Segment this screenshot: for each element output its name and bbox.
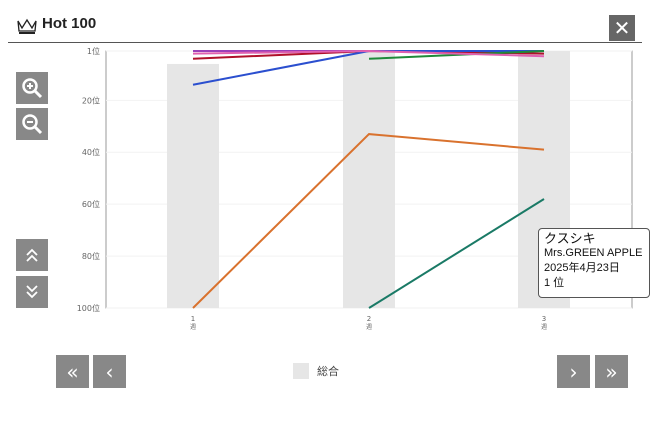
close-icon: ✕ (613, 16, 631, 40)
chevron-left-icon: ‹ (105, 359, 114, 384)
bar-sogo (167, 63, 219, 308)
page-title: Hot 100 (42, 15, 97, 32)
chevron-right-icon: › (569, 359, 578, 384)
tooltip-song: クスシキ (544, 231, 596, 246)
double-chevron-right-icon: » (605, 359, 618, 384)
double-chevron-left-icon: « (66, 359, 79, 384)
tooltip-date: 2025年4月23日 (544, 262, 620, 274)
scroll-down-button[interactable] (16, 276, 48, 308)
y-tick-label: 100位 (77, 303, 100, 313)
first-page-button[interactable]: « (56, 355, 89, 388)
legend-swatch (293, 363, 309, 379)
bar-sogo (343, 51, 395, 308)
zoom-in-button[interactable] (16, 72, 48, 104)
series-line-6 (368, 198, 545, 309)
scroll-up-button[interactable] (16, 239, 48, 271)
close-button[interactable]: ✕ (609, 15, 635, 41)
prev-page-button[interactable]: ‹ (93, 355, 126, 388)
crown-icon (17, 18, 37, 34)
y-tick-label: 20位 (82, 95, 100, 105)
double-chevron-down-icon (26, 285, 38, 299)
x-tick-unit: 週 (366, 323, 372, 331)
legend-label: 総合 (317, 365, 339, 378)
header: Hot 100 ✕ (8, 8, 642, 43)
next-page-button[interactable]: › (557, 355, 590, 388)
zoom-out-icon (22, 114, 43, 135)
series-line-4 (192, 49, 545, 58)
tooltip-rank: 1 位 (544, 277, 565, 289)
x-tick-label: 1 (191, 315, 195, 323)
y-tick-label: 1位 (87, 46, 100, 56)
series-line-3 (368, 50, 545, 60)
x-tick-label: 3 (542, 315, 546, 323)
tooltip-artist: Mrs.GREEN APPLE (544, 247, 643, 259)
zoom-out-button[interactable] (16, 108, 48, 140)
y-tick-label: 40位 (82, 147, 100, 157)
double-chevron-up-icon (26, 248, 38, 262)
zoom-in-icon (22, 78, 43, 99)
chart-tooltip: クスシキ Mrs.GREEN APPLE 2025年4月23日 1 位 (538, 228, 650, 298)
x-tick-unit: 週 (190, 323, 196, 331)
y-tick-label: 60位 (82, 199, 100, 209)
y-tick-label: 80位 (82, 251, 100, 261)
x-tick-label: 2 (367, 315, 371, 323)
last-page-button[interactable]: » (595, 355, 628, 388)
legend: 総合 (293, 363, 339, 379)
series-line-5 (192, 133, 545, 309)
x-tick-unit: 週 (541, 323, 547, 331)
